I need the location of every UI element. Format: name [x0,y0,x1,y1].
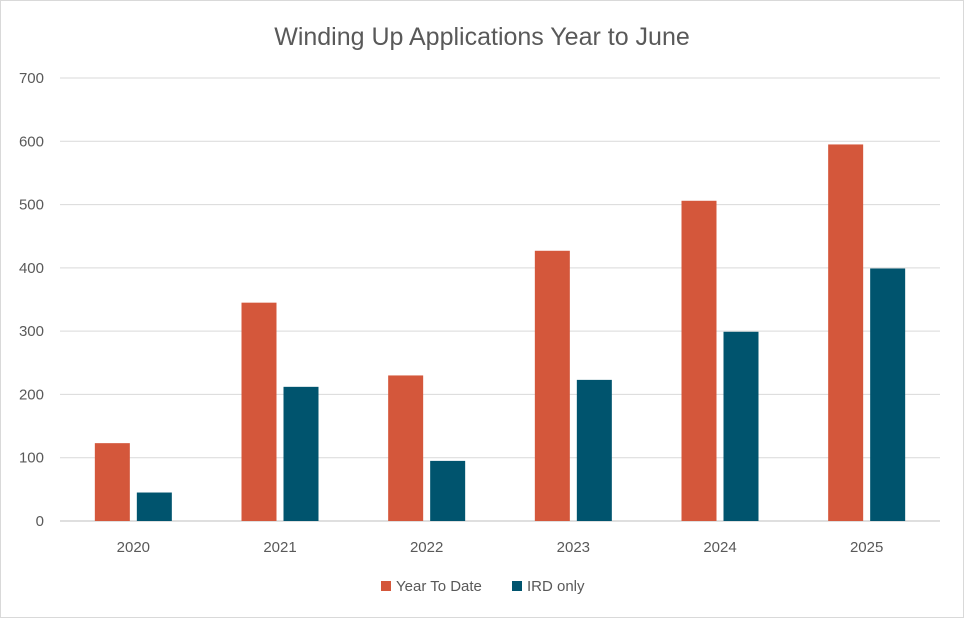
bar-ird-only-2025 [870,268,906,521]
x-axis-ticks: 2020 2021 2022 2023 2024 2025 [117,539,884,556]
bars [94,144,906,521]
bar-ird-only-2024 [723,331,759,521]
x-tick-label: 2021 [263,539,296,556]
x-tick-label: 2022 [410,539,443,556]
x-tick-label: 2024 [703,539,736,556]
y-tick-label: 100 [19,450,44,467]
bar-year-to-date-2022 [388,375,424,521]
legend-label: IRD only [527,578,585,595]
x-tick-label: 2023 [557,539,590,556]
legend-label: Year To Date [396,578,482,595]
chart-title: Winding Up Applications Year to June [274,23,690,51]
legend: Year To Date IRD only [381,578,585,595]
y-tick-label: 0 [36,513,44,530]
bar-year-to-date-2023 [534,250,570,521]
gridlines [60,77,940,522]
y-tick-label: 500 [19,197,44,214]
y-tick-label: 300 [19,323,44,340]
legend-swatch [512,581,522,591]
bar-year-to-date-2020 [94,443,130,521]
y-tick-label: 400 [19,260,44,277]
x-tick-label: 2020 [117,539,150,556]
bar-ird-only-2020 [136,492,172,521]
bar-year-to-date-2025 [828,144,864,521]
y-tick-label: 700 [19,70,44,87]
bar-ird-only-2023 [576,379,612,521]
bar-year-to-date-2024 [681,200,717,521]
y-tick-label: 600 [19,133,44,150]
y-tick-label: 200 [19,386,44,403]
bar-year-to-date-2021 [241,302,277,521]
y-axis-ticks: 0 100 200 300 400 500 600 700 [19,70,44,530]
bar-ird-only-2021 [283,386,319,521]
bar-ird-only-2022 [430,460,466,521]
legend-swatch [381,581,391,591]
x-tick-label: 2025 [850,539,883,556]
